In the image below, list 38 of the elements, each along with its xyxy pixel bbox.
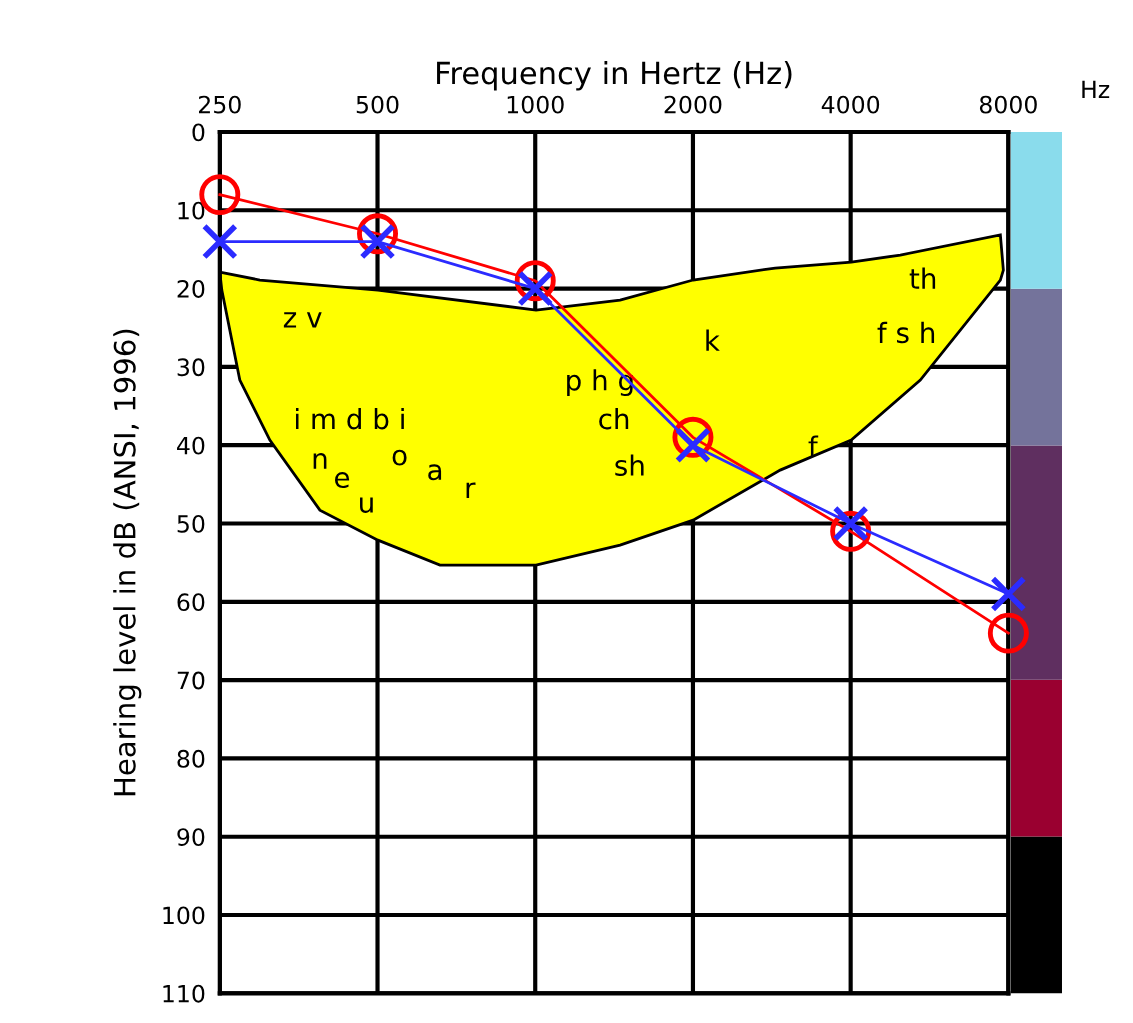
annotation: u xyxy=(360,497,373,513)
x-tick-label: 2000 xyxy=(664,95,722,114)
annotation: f xyxy=(808,435,819,457)
x-tick-label: 250 xyxy=(199,95,241,114)
y-tick-label: 100 xyxy=(163,906,205,925)
y-tick-label: 40 xyxy=(177,436,205,455)
annotation: o xyxy=(392,449,407,466)
annotation: e xyxy=(335,472,350,489)
y-tick-label: 60 xyxy=(177,593,205,612)
annotation: z v xyxy=(283,312,322,328)
point xyxy=(990,575,1027,613)
point xyxy=(987,612,1029,654)
y-tick-label: 50 xyxy=(177,514,205,533)
annotation: th xyxy=(909,267,936,289)
x-tick-label: 500 xyxy=(356,95,399,114)
x-axis-title: Frequency in Hertz (Hz) xyxy=(437,60,792,91)
annotation: f s h xyxy=(877,321,935,344)
annotation: sh xyxy=(615,454,644,476)
y-axis-title: Hearing level in dB (ANSI, 1996) xyxy=(113,329,142,796)
y-tick-label: 30 xyxy=(177,358,205,377)
annotation: i m d b i xyxy=(296,407,404,430)
point xyxy=(201,223,238,260)
annotation: k xyxy=(706,329,720,351)
x-tick-label: 4000 xyxy=(821,95,880,114)
annotation: ch xyxy=(599,407,629,430)
annotation: n xyxy=(313,453,327,469)
y-tick-label: 110 xyxy=(163,984,205,1003)
annotation: a xyxy=(428,464,442,481)
x-tick-label: 8000 xyxy=(979,95,1037,114)
y-tick-label: 90 xyxy=(177,828,205,847)
y-tick-label: 0 xyxy=(192,123,205,142)
annotation: r xyxy=(466,482,476,498)
x-tick-label: 1000 xyxy=(507,95,564,114)
y-tick-label: 10 xyxy=(178,201,205,220)
y-tick-label: 20 xyxy=(177,280,205,298)
y-tick-label: 70 xyxy=(177,671,205,690)
text: Hz xyxy=(1082,80,1110,98)
y-tick-label: 80 xyxy=(177,749,205,768)
